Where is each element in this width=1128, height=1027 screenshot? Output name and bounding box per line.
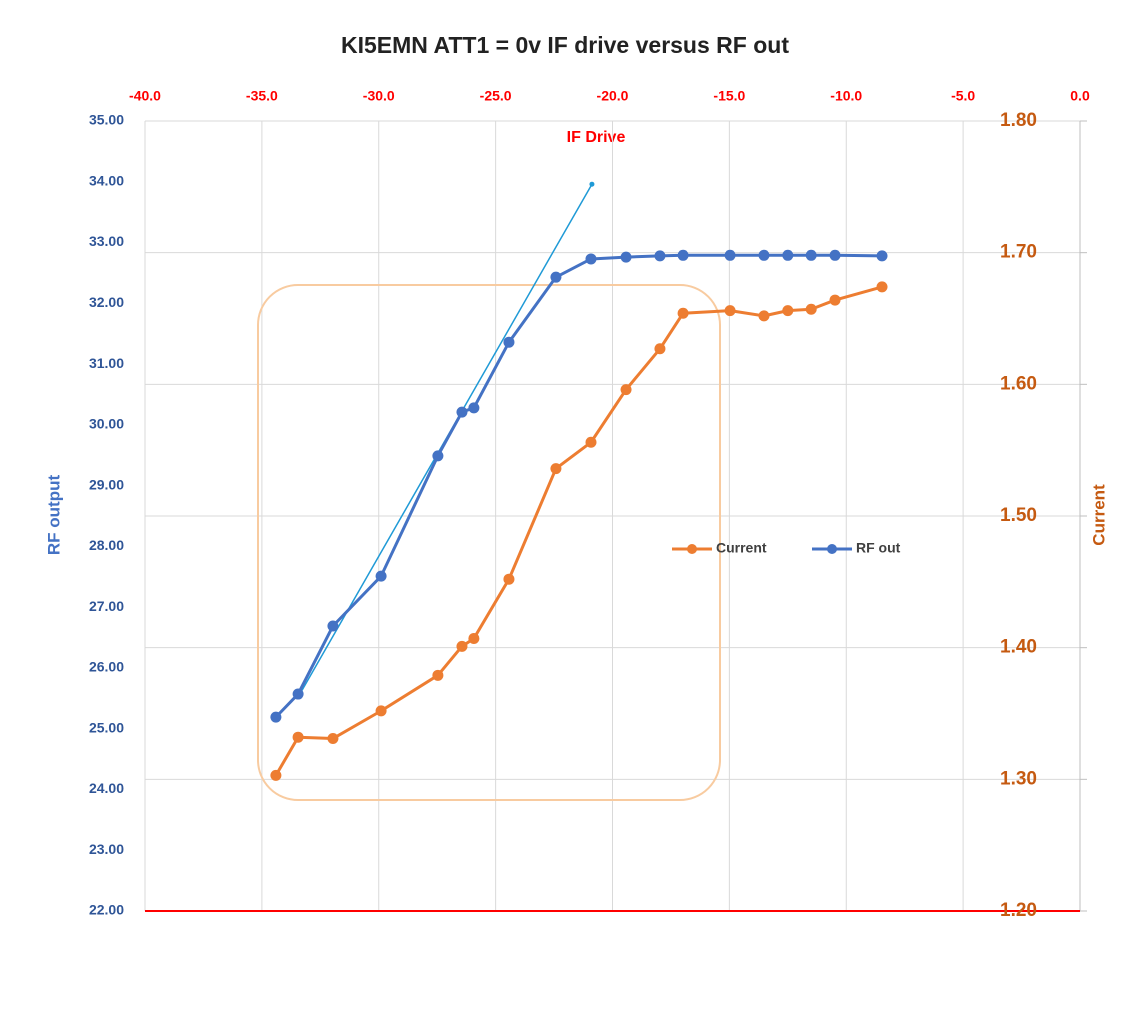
marks xyxy=(270,181,888,781)
x-tick-label: -40.0 xyxy=(129,88,161,104)
x-tick-label: -5.0 xyxy=(951,88,975,104)
x-tick-label: -30.0 xyxy=(363,88,395,104)
y-tick-label: 26.00 xyxy=(89,659,124,675)
point xyxy=(758,249,770,261)
y-tick-label: 29.00 xyxy=(89,476,124,492)
y-tick-label: 35.00 xyxy=(89,112,124,128)
legend-label: Current xyxy=(716,540,767,556)
y-tick-label: 34.00 xyxy=(89,172,124,188)
point xyxy=(585,436,597,448)
point xyxy=(327,620,339,632)
point xyxy=(375,570,387,582)
point xyxy=(503,573,515,585)
x-tick-label: -35.0 xyxy=(246,88,278,104)
point xyxy=(432,450,444,462)
point xyxy=(620,251,632,263)
point xyxy=(620,384,632,396)
point xyxy=(432,669,444,681)
point xyxy=(782,305,794,317)
point xyxy=(550,271,562,283)
point xyxy=(503,336,515,348)
y2-tick-label: 1.80 xyxy=(1000,110,1037,131)
y-tick-label: 25.00 xyxy=(89,719,124,735)
point xyxy=(456,640,468,652)
y-axis-label: RF output xyxy=(44,475,63,556)
y-tick-label: 22.00 xyxy=(89,902,124,918)
point xyxy=(292,688,304,700)
point xyxy=(876,281,888,293)
y-tick-label: 30.00 xyxy=(89,416,124,432)
point xyxy=(292,731,304,743)
point xyxy=(876,250,888,262)
y2-tick-label: 1.50 xyxy=(1000,505,1037,526)
point xyxy=(805,249,817,261)
point xyxy=(468,402,480,414)
point xyxy=(829,249,841,261)
x-tick-label: -20.0 xyxy=(597,88,629,104)
y2-tick-label: 1.60 xyxy=(1000,373,1037,394)
y-tick-label: 24.00 xyxy=(89,780,124,796)
x-tick-label: -25.0 xyxy=(480,88,512,104)
point xyxy=(270,769,282,781)
point xyxy=(654,343,666,355)
legend-marker xyxy=(827,544,837,554)
point xyxy=(805,303,817,315)
point xyxy=(468,632,480,644)
x-axis-label: IF Drive xyxy=(567,129,626,146)
point xyxy=(585,253,597,265)
point xyxy=(829,294,841,306)
point xyxy=(677,307,689,319)
point xyxy=(550,463,562,475)
highlight-box xyxy=(257,284,721,801)
point xyxy=(758,310,770,322)
point xyxy=(327,733,339,745)
y2-tick-label: 1.20 xyxy=(1000,900,1037,921)
x-tick-label: -15.0 xyxy=(713,88,745,104)
x-tick-label: -10.0 xyxy=(830,88,862,104)
y2-tick-label: 1.30 xyxy=(1000,768,1037,789)
point xyxy=(375,705,387,717)
y-tick-label: 31.00 xyxy=(89,355,124,371)
point xyxy=(782,249,794,261)
x-tick-label: 0.0 xyxy=(1070,88,1090,104)
chart-title: KI5EMN ATT1 = 0v IF drive versus RF out xyxy=(341,32,789,58)
y2-axis-label: Current xyxy=(1089,484,1108,546)
point xyxy=(654,250,666,262)
y-tick-label: 32.00 xyxy=(89,294,124,310)
point xyxy=(456,406,468,418)
y2-tick-label: 1.40 xyxy=(1000,637,1037,658)
legend-marker xyxy=(687,544,697,554)
y-tick-label: 27.00 xyxy=(89,598,124,614)
y-tick-label: 33.00 xyxy=(89,233,124,249)
point xyxy=(677,249,689,261)
y2-tick-label: 1.70 xyxy=(1000,242,1037,263)
legend-label: RF out xyxy=(856,540,901,556)
trendline-end xyxy=(589,181,595,187)
y-tick-label: 28.00 xyxy=(89,537,124,553)
point xyxy=(270,711,282,723)
point xyxy=(724,249,736,261)
y-tick-label: 23.00 xyxy=(89,841,124,857)
point xyxy=(724,305,736,317)
